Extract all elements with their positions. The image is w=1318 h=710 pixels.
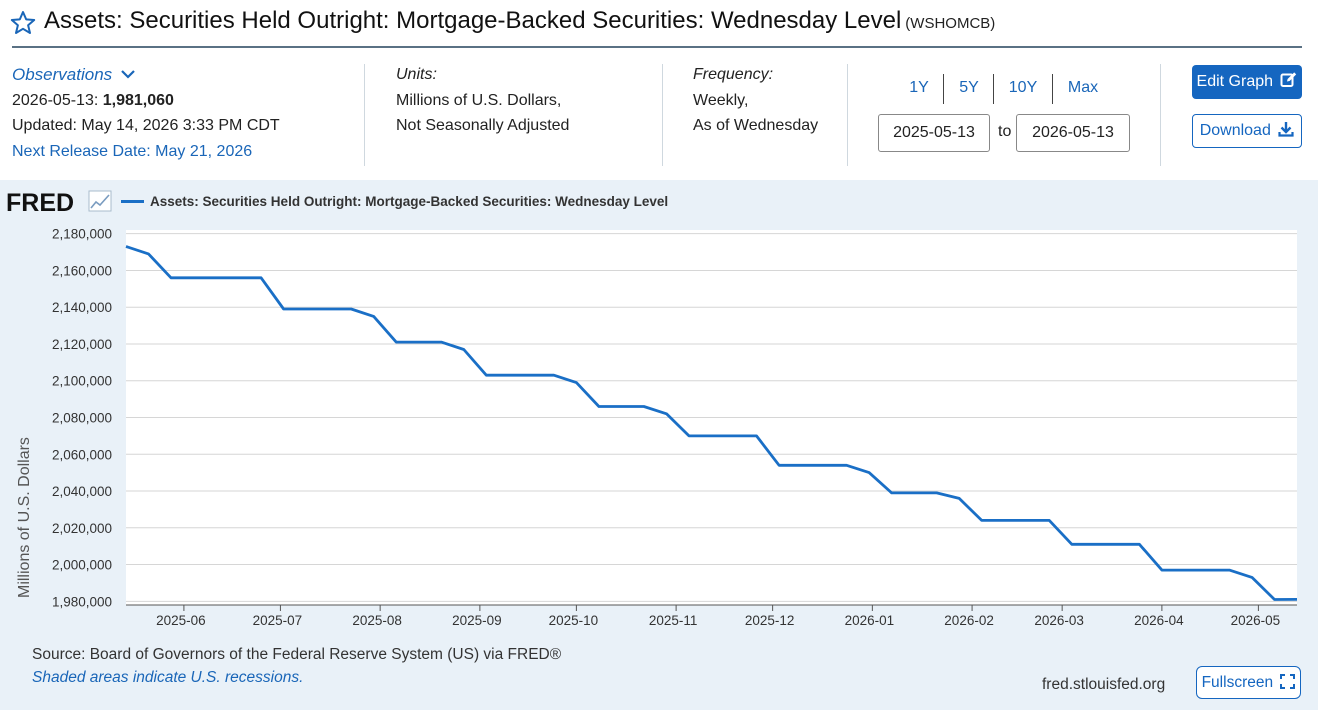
x-tick-label: 2025-12 — [745, 613, 795, 628]
x-tick-label: 2025-10 — [549, 613, 599, 628]
fullscreen-label: Fullscreen — [1201, 674, 1274, 691]
y-gridlines — [126, 233, 1297, 602]
x-tick-label: 2025-11 — [649, 613, 698, 628]
end-date-input[interactable] — [1016, 114, 1130, 152]
next-release-link[interactable]: Next Release Date: May 21, 2026 — [12, 142, 253, 160]
divider — [847, 64, 848, 166]
range-10y-button[interactable]: 10Y — [1008, 79, 1038, 96]
to-label: to — [998, 123, 1012, 140]
title-row: Assets: Securities Held Outright: Mortga… — [0, 0, 1318, 48]
y-tick-label: 2,100,000 — [52, 374, 112, 389]
chart-panel: FRED Assets: Securities Held Outright: M… — [0, 180, 1318, 710]
y-axis-label: Millions of U.S. Dollars — [16, 437, 33, 598]
start-date-input[interactable] — [878, 114, 990, 152]
updated-text: Updated: May 14, 2026 3:33 PM CDT — [12, 117, 280, 134]
divider — [1160, 64, 1161, 166]
download-button[interactable]: Download — [1192, 114, 1302, 148]
observation-value: 1,981,060 — [102, 91, 174, 109]
y-tick-label: 2,040,000 — [52, 484, 112, 499]
units-label: Units: — [396, 66, 437, 83]
y-axis: 2,180,000 2,160,000 2,140,000 2,120,000 2,10… — [52, 227, 112, 610]
frequency-line1: Weekly, — [693, 91, 749, 109]
y-tick-label: 1,980,000 — [52, 594, 112, 609]
page-title: Assets: Securities Held Outright: Mortga… — [44, 7, 995, 35]
range-separator — [943, 74, 944, 104]
range-max-button[interactable]: Max — [1067, 79, 1099, 96]
y-tick-label: 2,160,000 — [52, 263, 112, 278]
chart-logo-icon — [88, 190, 112, 212]
y-tick-label: 2,140,000 — [52, 300, 112, 315]
range-separator — [1052, 74, 1053, 104]
x-tick-label: 2025-08 — [352, 613, 402, 628]
x-axis: 2025-06 2025-07 2025-08 2025-09 2025-10 2025-… — [126, 604, 1297, 628]
observations-label: Observations — [12, 65, 113, 84]
legend-label: Assets: Securities Held Outright: Mortga… — [150, 194, 668, 209]
download-icon — [1278, 122, 1294, 137]
edit-graph-button[interactable]: Edit Graph — [1192, 65, 1302, 99]
x-tick-label: 2026-01 — [845, 613, 895, 628]
fullscreen-icon — [1280, 674, 1296, 689]
observations-panel: Observations 2026-05-13: 1,981,060 Updat… — [12, 62, 280, 164]
y-tick-label: 2,080,000 — [52, 411, 112, 426]
y-tick-label: 2,120,000 — [52, 337, 112, 352]
x-tick-label: 2026-03 — [1034, 613, 1084, 628]
x-tick-label: 2026-02 — [944, 613, 994, 628]
series-title: Assets: Securities Held Outright: Mortga… — [44, 7, 902, 34]
divider — [364, 64, 365, 166]
series-code: (WSHOMCB) — [905, 15, 996, 32]
frequency-label: Frequency: — [693, 66, 774, 83]
units-line1: Millions of U.S. Dollars, — [396, 91, 562, 109]
y-tick-label: 2,180,000 — [52, 227, 112, 242]
units-line2: Not Seasonally Adjusted — [396, 117, 570, 134]
x-tick-label: 2025-07 — [253, 613, 303, 628]
fred-logo: FRED — [6, 189, 74, 217]
divider — [662, 64, 663, 166]
y-tick-label: 2,060,000 — [52, 447, 112, 462]
observations-dropdown[interactable]: Observations — [12, 62, 280, 88]
x-tick-label: 2025-09 — [452, 613, 502, 628]
line-chart: FRED Assets: Securities Held Outright: M… — [6, 189, 1298, 628]
observation-date: 2026-05-13: — [12, 91, 99, 109]
y-tick-label: 2,000,000 — [52, 558, 112, 573]
range-separator — [993, 74, 994, 104]
download-label: Download — [1199, 122, 1271, 139]
series-line — [125, 245, 1298, 601]
range-1y-button[interactable]: 1Y — [909, 79, 929, 96]
edit-graph-label: Edit Graph — [1196, 73, 1274, 90]
edit-icon — [1280, 72, 1297, 87]
fullscreen-button[interactable]: Fullscreen — [1196, 666, 1301, 699]
y-tick-label: 2,020,000 — [52, 521, 112, 536]
frequency-line2: As of Wednesday — [693, 117, 819, 134]
latest-observation: 2026-05-13: 1,981,060 — [12, 88, 280, 114]
x-tick-label: 2026-05 — [1231, 613, 1281, 628]
title-divider — [12, 46, 1302, 48]
source-text: Source: Board of Governors of the Federa… — [32, 646, 562, 663]
chevron-down-icon — [121, 70, 135, 79]
site-url: fred.stlouisfed.org — [1042, 676, 1166, 693]
x-tick-label: 2025-06 — [156, 613, 206, 628]
frequency-panel: Frequency: Weekly, As of Wednesday — [693, 62, 818, 139]
units-panel: Units: Millions of U.S. Dollars, Not Sea… — [396, 62, 569, 139]
recessions-link[interactable]: Shaded areas indicate U.S. recessions. — [32, 669, 304, 686]
range-5y-button[interactable]: 5Y — [959, 79, 979, 96]
x-tick-label: 2026-04 — [1134, 613, 1184, 628]
star-icon[interactable] — [10, 10, 36, 36]
